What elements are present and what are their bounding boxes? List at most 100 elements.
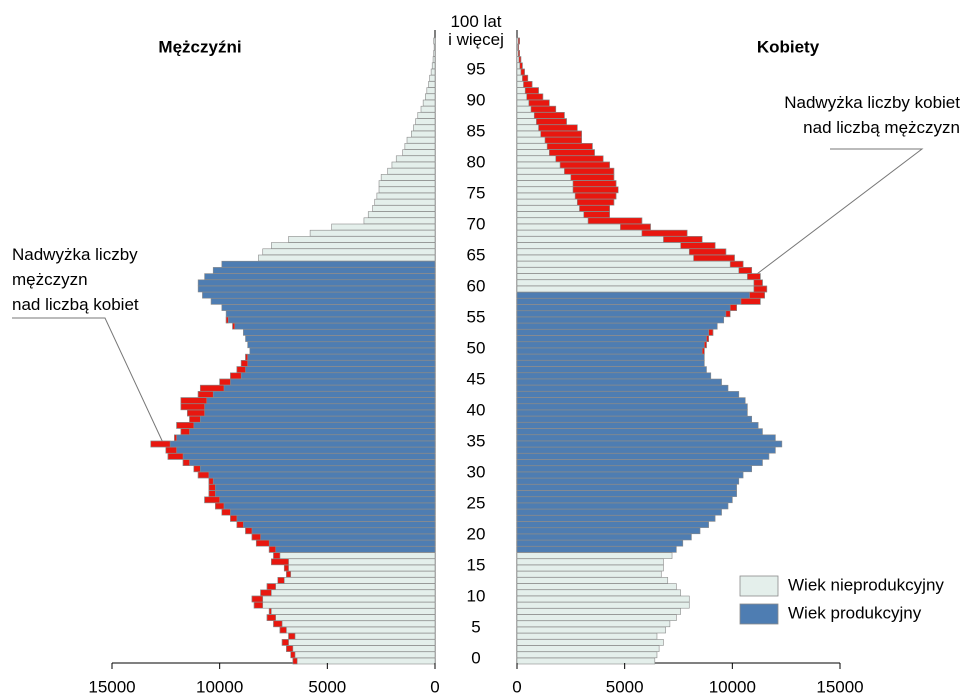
surplus-bar <box>579 205 610 212</box>
bar <box>271 558 436 566</box>
bar <box>422 99 436 107</box>
bar <box>516 515 716 522</box>
surplus-bar <box>288 632 296 640</box>
surplus-bar <box>576 198 615 206</box>
bar <box>516 601 690 609</box>
surplus-bar <box>255 539 270 547</box>
bar <box>516 366 707 373</box>
bar <box>516 502 729 510</box>
surplus-bar <box>292 657 298 665</box>
bar <box>253 601 436 609</box>
surplus-bar <box>266 614 276 621</box>
surplus-bar <box>530 105 557 113</box>
surplus-bar <box>150 440 171 448</box>
surplus-bar <box>236 366 246 373</box>
age-label: 50 <box>467 338 486 357</box>
surplus-bar <box>193 465 201 473</box>
bar <box>331 223 436 231</box>
bar <box>182 459 436 466</box>
surplus-bar <box>572 180 617 187</box>
bar <box>516 298 761 305</box>
surplus-bar <box>559 161 610 169</box>
bar <box>516 304 737 311</box>
legend-swatch <box>739 603 779 625</box>
surplus-bar <box>725 310 731 318</box>
surplus-bar <box>176 422 195 429</box>
bar <box>516 347 705 355</box>
bar <box>516 440 783 448</box>
surplus-bar <box>536 118 567 125</box>
bar <box>249 347 436 355</box>
age-label: 15 <box>467 555 486 574</box>
surplus-bar <box>225 316 229 324</box>
bar <box>516 335 709 342</box>
bar <box>292 657 436 665</box>
bar <box>176 422 436 429</box>
age-label: 100 lat i więcej <box>448 12 504 49</box>
bar <box>516 546 677 553</box>
bar <box>288 632 436 640</box>
surplus-bar <box>180 397 208 404</box>
bar <box>286 645 436 652</box>
bar <box>266 614 436 621</box>
bar <box>516 564 664 572</box>
surplus-bar <box>281 639 289 646</box>
age-label: 40 <box>467 400 486 419</box>
x-tick-label: 0 <box>512 677 521 696</box>
bar <box>516 310 731 318</box>
bar <box>165 446 436 454</box>
age-label: 10 <box>467 586 486 605</box>
age-label: 80 <box>467 152 486 171</box>
surplus-bar <box>708 329 714 336</box>
surplus-bar <box>583 211 610 218</box>
bar <box>432 56 436 63</box>
bar <box>516 477 740 485</box>
surplus-bar <box>245 353 248 361</box>
bar <box>363 217 436 225</box>
bar <box>516 322 718 330</box>
bar <box>516 403 748 411</box>
bar <box>516 632 658 640</box>
bar <box>516 639 664 646</box>
bar <box>430 68 436 76</box>
bar <box>433 37 436 45</box>
bar <box>516 384 729 392</box>
bar <box>516 539 684 547</box>
age-label: 90 <box>467 90 486 109</box>
bar <box>516 260 744 268</box>
bar <box>516 533 692 541</box>
bar <box>415 118 436 125</box>
bar <box>425 93 436 101</box>
bar <box>273 620 436 628</box>
surplus-bar <box>663 236 703 243</box>
surplus-bar <box>199 384 225 392</box>
surplus-bar <box>729 304 737 311</box>
bar <box>266 583 436 590</box>
surplus-bar <box>197 391 214 398</box>
bar <box>516 409 748 417</box>
bar <box>516 626 666 634</box>
bar <box>255 539 436 547</box>
surplus-bar <box>572 186 619 194</box>
age-label: 70 <box>467 214 486 233</box>
bar <box>406 136 436 144</box>
bar <box>516 521 709 528</box>
surplus-bar <box>688 248 727 256</box>
bar <box>225 310 436 318</box>
bar <box>230 515 436 522</box>
surplus-bar <box>286 570 292 578</box>
age-label: 25 <box>467 493 486 512</box>
surplus-bar <box>520 68 525 76</box>
legend-label: Wiek produkcyjny <box>788 603 922 622</box>
surplus-bar <box>544 136 582 144</box>
surplus-bar <box>548 149 595 156</box>
surplus-bar <box>753 285 768 293</box>
bar <box>197 285 436 293</box>
leader-line <box>744 148 924 284</box>
x-tick-label: 10000 <box>709 677 756 696</box>
bar <box>411 130 436 138</box>
surplus-bar <box>518 56 522 63</box>
surplus-bar <box>208 490 216 497</box>
bar <box>197 279 436 287</box>
